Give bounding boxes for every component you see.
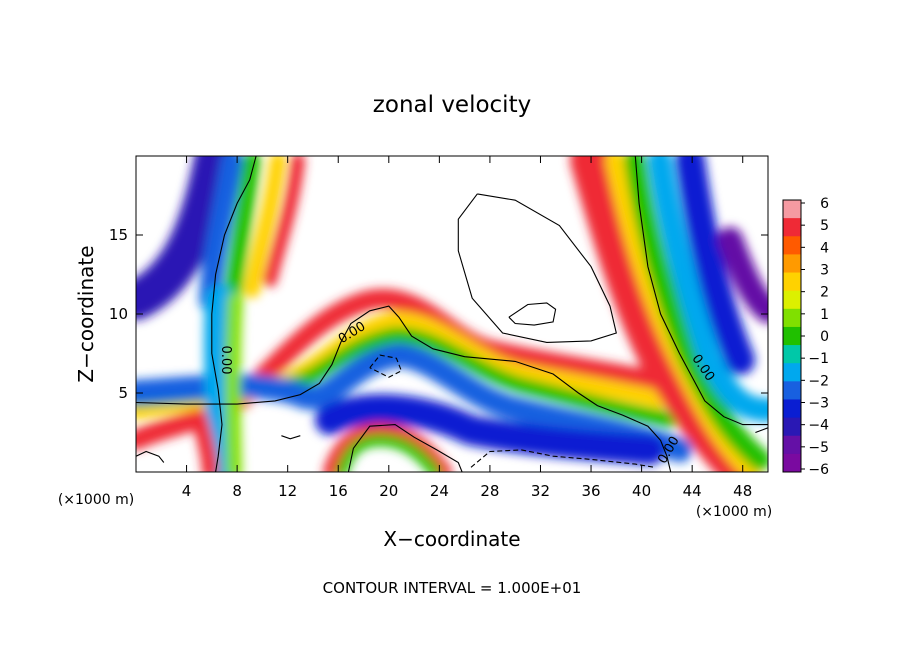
y-axis-label: Z−coordinate — [74, 245, 98, 382]
color-bar-label: −6 — [808, 462, 829, 478]
contour-interval-note: CONTOUR INTERVAL = 1.000E+01 — [323, 579, 582, 597]
color-bar-swatch — [783, 345, 801, 364]
color-bar-swatch — [783, 363, 801, 382]
y-tick-label: 10 — [109, 305, 128, 323]
color-bar-label: −3 — [808, 396, 829, 412]
contour-lines — [136, 156, 768, 472]
color-bar-label: 5 — [820, 218, 829, 234]
x-tick-label: 24 — [430, 482, 449, 500]
color-bar-label: 1 — [820, 307, 829, 323]
color-bar-swatch — [783, 218, 801, 237]
contour-label: 0.00 — [218, 346, 233, 375]
color-bar-swatch — [783, 290, 801, 310]
x-tick-label: 4 — [182, 482, 192, 500]
contour-line — [457, 193, 617, 343]
color-bar-swatch — [783, 435, 801, 455]
color-bar-swatch — [783, 200, 801, 219]
color-bar-label: −2 — [808, 373, 829, 389]
color-bar-swatch — [783, 308, 801, 328]
x-axis: 4 8 12 16 20 24 28 32 36 40 44 48 — [182, 156, 752, 500]
x-tick-label: 32 — [531, 482, 550, 500]
velocity-field — [136, 156, 768, 472]
x-tick-label: 40 — [632, 482, 651, 500]
color-bar-label: 4 — [820, 240, 829, 256]
chart-title: zonal velocity — [373, 92, 531, 118]
color-bar: 6 5 4 3 2 1 0 −1 −2 −3 −4 −5 −6 — [782, 196, 829, 478]
x-tick-label: 44 — [683, 482, 702, 500]
color-bar-label: 0 — [820, 329, 829, 345]
color-bar-label: −1 — [808, 351, 829, 367]
contour-line — [347, 424, 463, 472]
x-tick-label: 28 — [480, 482, 499, 500]
y-axis: 5 10 15 — [109, 226, 768, 402]
x-tick-label: 48 — [733, 482, 752, 500]
color-bar-swatch — [783, 236, 801, 255]
color-bar-label: 2 — [820, 285, 829, 301]
contour-line — [508, 302, 557, 326]
color-bar-swatch — [783, 381, 801, 400]
y-tick-label: 15 — [109, 226, 128, 244]
contour-line — [281, 435, 301, 440]
contour-line — [136, 305, 672, 472]
color-bar-swatch — [783, 417, 801, 437]
x-tick-label: 16 — [329, 482, 348, 500]
x-axis-label: X−coordinate — [383, 527, 520, 551]
color-bar-swatch — [783, 272, 801, 292]
contour-line — [211, 156, 257, 472]
color-bar-swatch — [783, 399, 801, 419]
x-tick-label: 8 — [232, 482, 242, 500]
contour-line — [470, 449, 655, 468]
color-bar-label: 3 — [820, 263, 829, 279]
x-tick-label: 36 — [581, 482, 600, 500]
contour-line — [136, 450, 165, 463]
x-tick-label: 12 — [278, 482, 297, 500]
contour-line — [634, 156, 768, 426]
color-bar-swatch — [783, 326, 801, 346]
color-bar-swatch — [783, 254, 801, 274]
color-bar-label: −5 — [808, 440, 829, 456]
y-tick-label: 5 — [118, 384, 128, 402]
contour-line — [369, 354, 403, 378]
contour-line — [755, 427, 768, 434]
x-tick-label: 20 — [379, 482, 398, 500]
color-bar-label: −4 — [808, 418, 829, 434]
color-bar-label: 6 — [820, 196, 829, 212]
x-unit-left: (×1000 m) — [58, 492, 134, 508]
color-bar-swatch — [783, 453, 801, 473]
x-unit-right: (×1000 m) — [696, 504, 772, 520]
